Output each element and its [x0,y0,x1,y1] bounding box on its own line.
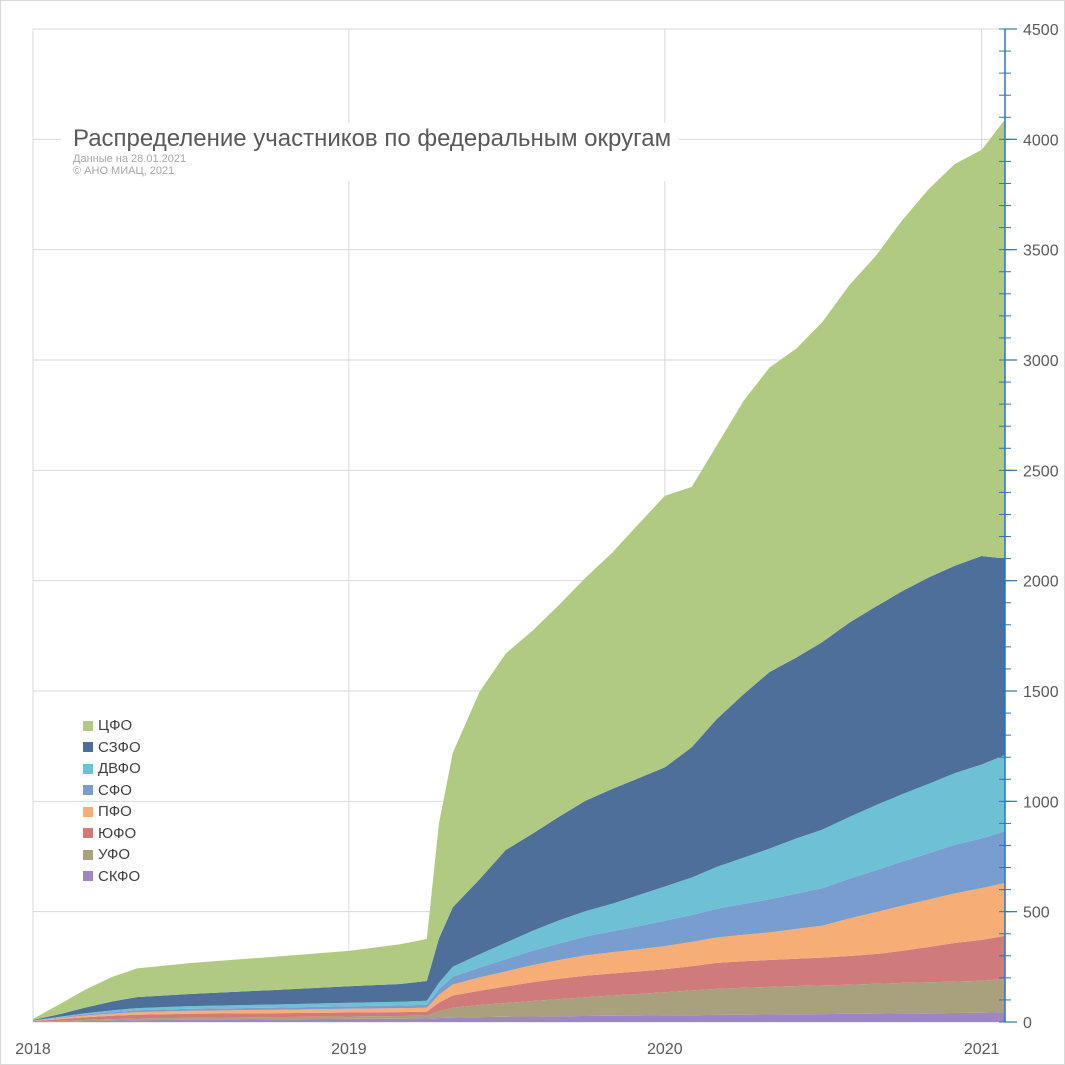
legend: ЦФО СЗФО ДВФО СФО ПФО ЮФО УФО СКФО [83,715,141,887]
legend-item: ЦФО [83,715,141,737]
data-date-note: Данные на 28.01.2021 [73,153,187,165]
x-tick-label: 2021 [964,1041,1000,1058]
legend-swatch [83,849,93,860]
legend-item: ЮФО [83,823,141,845]
legend-swatch [83,763,93,774]
y-axis-right: 0 500 1000 1500 2000 2500 3000 3500 4000 4500 [999,22,1059,1032]
y-tick-label: 1500 [1023,684,1059,701]
legend-label: УФО [98,846,131,864]
area-скфо [33,1012,1005,1022]
area-цфо [33,119,1005,1020]
legend-item: СКФО [83,866,141,888]
y-tick-label: 4000 [1023,132,1059,149]
area-пфо [33,883,1005,1022]
legend-swatch [83,871,93,882]
x-tick-label: 2018 [15,1041,51,1058]
legend-label: ЦФО [98,717,133,735]
area-юфо [33,935,1005,1022]
legend-item: СЗФО [83,737,141,759]
y-tick-label: 3500 [1023,243,1059,260]
title-block: Распределение участников по федеральным … [61,123,680,181]
legend-swatch [83,828,93,839]
x-axis: 2018 2019 2020 2021 [15,1041,999,1058]
legend-item: УФО [83,844,141,866]
area-сзфо [33,556,1005,1021]
legend-label: СЗФО [98,738,141,756]
area-сфо [33,831,1005,1021]
x-tick-label: 2019 [331,1041,367,1058]
y-tick-label: 2000 [1023,574,1059,591]
legend-label: ЮФО [98,824,137,842]
area-двфо [33,755,1005,1021]
legend-label: СКФО [98,867,141,885]
legend-swatch [83,785,93,796]
legend-item: СФО [83,780,141,802]
legend-label: ДВФО [98,760,141,778]
copyright-note: © АНО МИАЦ, 2021 [73,165,175,177]
area-series [33,119,1005,1022]
y-tick-label: 4500 [1023,22,1059,39]
y-tick-label: 1000 [1023,794,1059,811]
y-tick-label: 3000 [1023,353,1059,370]
legend-swatch [83,742,93,753]
chart-title: Распределение участников по федеральным … [73,125,672,152]
y-tick-label: 2500 [1023,463,1059,480]
legend-swatch [83,806,93,817]
legend-item: ПФО [83,801,141,823]
y-tick-label: 500 [1023,905,1050,922]
legend-label: СФО [98,781,132,799]
legend-swatch [83,720,93,731]
legend-item: ДВФО [83,758,141,780]
x-tick-label: 2020 [647,1041,683,1058]
legend-label: ПФО [98,803,132,821]
y-tick-label: 0 [1023,1015,1032,1032]
area-уфо [33,979,1005,1022]
